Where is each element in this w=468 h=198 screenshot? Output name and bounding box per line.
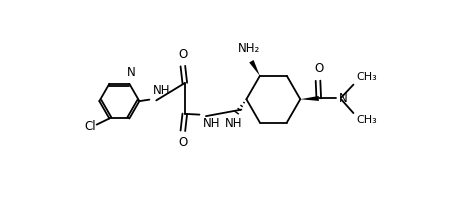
Text: N: N <box>126 66 135 79</box>
Text: NH₂: NH₂ <box>238 42 261 55</box>
Text: Cl: Cl <box>84 120 96 133</box>
Text: NH: NH <box>203 117 221 130</box>
Text: CH₃: CH₃ <box>357 115 377 125</box>
Text: O: O <box>314 62 324 75</box>
Text: O: O <box>178 136 188 149</box>
Text: NH: NH <box>225 117 242 130</box>
Text: NH: NH <box>153 84 171 97</box>
Text: O: O <box>178 48 188 61</box>
Polygon shape <box>249 60 260 76</box>
Text: CH₃: CH₃ <box>357 72 377 82</box>
Text: N: N <box>339 91 348 105</box>
Polygon shape <box>300 96 319 101</box>
